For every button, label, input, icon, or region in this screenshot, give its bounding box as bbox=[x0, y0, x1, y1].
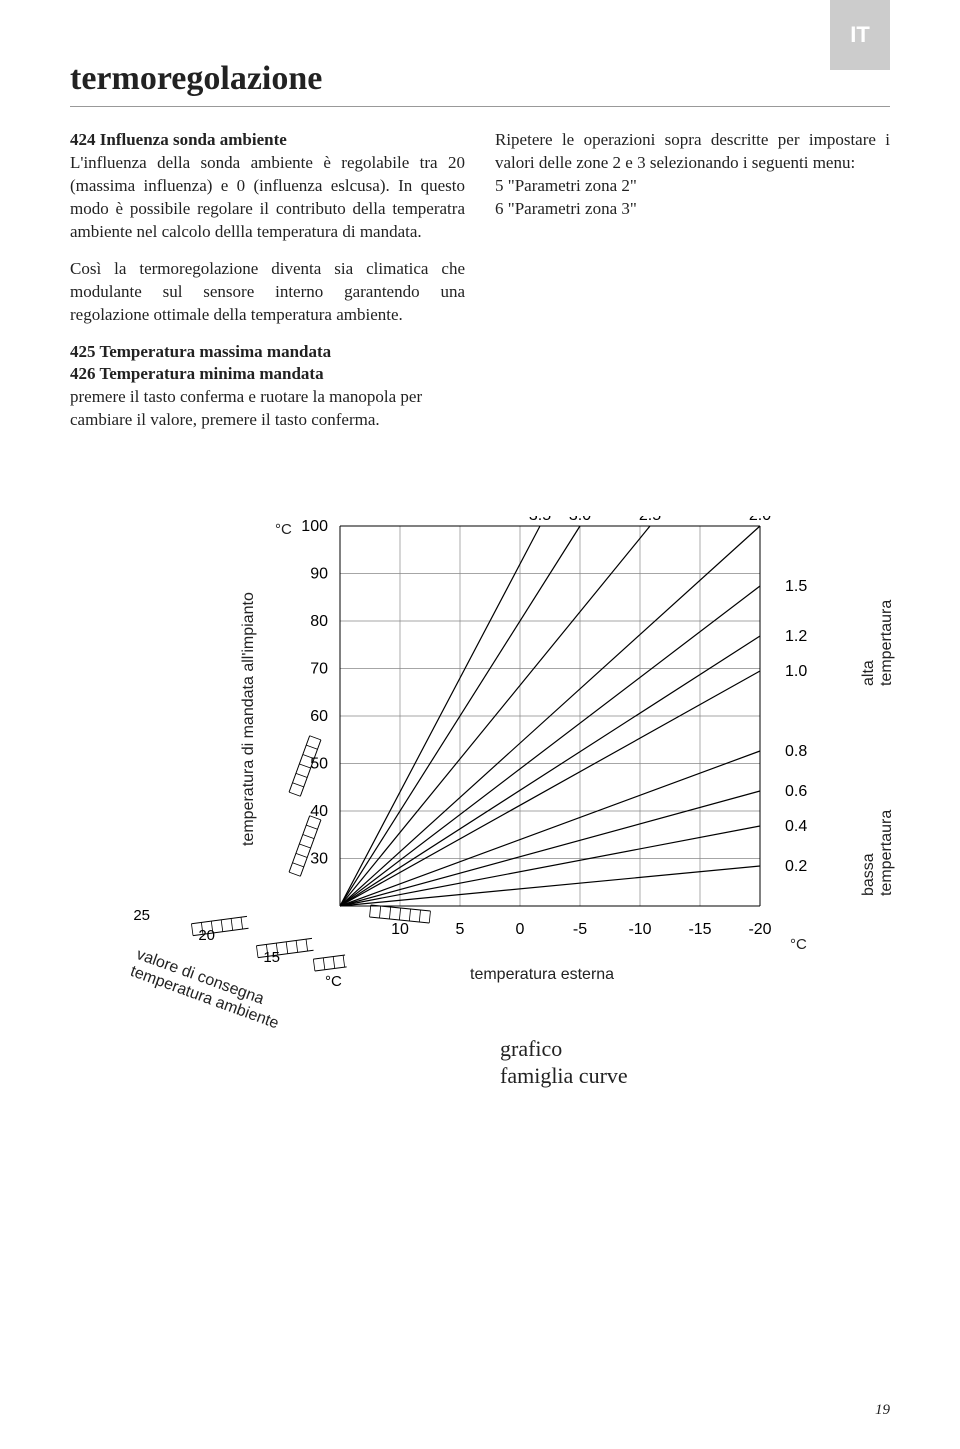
y-axis-label-right-top: alta tempertaura bbox=[860, 600, 896, 686]
svg-text:-20: -20 bbox=[748, 921, 771, 938]
y-axis-label-right-bottom: bassa tempertaura bbox=[860, 810, 896, 896]
x-axis-label: temperatura esterna bbox=[470, 966, 614, 984]
text-425-426: premere il tasto conferma e ruotare la m… bbox=[70, 387, 422, 429]
svg-text:0.4: 0.4 bbox=[785, 818, 807, 835]
curve-family-chart: 100908070605040301050-5-10-15-203.53.02.… bbox=[70, 516, 890, 1116]
right-column: Ripetere le operazioni sopra descritte p… bbox=[495, 129, 890, 446]
svg-text:-5: -5 bbox=[573, 921, 587, 938]
svg-text:°C: °C bbox=[325, 973, 342, 990]
svg-text:-15: -15 bbox=[688, 921, 711, 938]
heading-425: 425 Temperatura massima mandata bbox=[70, 341, 465, 364]
paragraph-425-426: 425 Temperatura massima mandata 426 Temp… bbox=[70, 341, 465, 433]
right-paragraph: Ripetere le operazioni sopra descritte p… bbox=[495, 129, 890, 221]
svg-text:5: 5 bbox=[456, 921, 465, 938]
svg-text:1.0: 1.0 bbox=[785, 663, 807, 680]
x-unit-label: °C bbox=[790, 936, 807, 953]
svg-text:30: 30 bbox=[310, 851, 328, 868]
svg-text:70: 70 bbox=[310, 661, 328, 678]
text-columns: 424 Influenza sonda ambiente L'influenza… bbox=[70, 129, 890, 446]
svg-text:15: 15 bbox=[263, 949, 280, 966]
caption-line2: famiglia curve bbox=[500, 1063, 628, 1088]
svg-text:2.5: 2.5 bbox=[639, 516, 661, 524]
paragraph-424: 424 Influenza sonda ambiente L'influenza… bbox=[70, 129, 465, 244]
heading-424: 424 Influenza sonda ambiente bbox=[70, 129, 465, 152]
svg-text:20: 20 bbox=[198, 927, 215, 944]
language-tab: IT bbox=[830, 0, 890, 70]
svg-text:0.6: 0.6 bbox=[785, 783, 807, 800]
svg-text:0.2: 0.2 bbox=[785, 858, 807, 875]
svg-text:90: 90 bbox=[310, 566, 328, 583]
svg-text:1.2: 1.2 bbox=[785, 628, 807, 645]
right-text: Ripetere le operazioni sopra descritte p… bbox=[495, 130, 890, 172]
svg-text:40: 40 bbox=[310, 803, 328, 820]
svg-text:80: 80 bbox=[310, 613, 328, 630]
left-column: 424 Influenza sonda ambiente L'influenza… bbox=[70, 129, 465, 446]
svg-text:60: 60 bbox=[310, 708, 328, 725]
y-unit-label: °C bbox=[275, 521, 292, 538]
menu-item-6: 6 "Parametri zona 3" bbox=[495, 199, 637, 218]
menu-item-5: 5 "Parametri zona 2" bbox=[495, 176, 637, 195]
svg-text:10: 10 bbox=[391, 921, 409, 938]
page-number: 19 bbox=[875, 1402, 890, 1419]
chart-caption: grafico famiglia curve bbox=[500, 1036, 628, 1089]
svg-text:0: 0 bbox=[516, 921, 525, 938]
svg-text:3.5: 3.5 bbox=[529, 516, 551, 524]
svg-text:25: 25 bbox=[133, 907, 150, 924]
page-title: termoregolazione bbox=[70, 60, 890, 98]
text-424a: L'influenza della sonda ambiente è regol… bbox=[70, 153, 465, 241]
title-rule bbox=[70, 106, 890, 107]
svg-text:100: 100 bbox=[301, 518, 328, 535]
svg-text:3.0: 3.0 bbox=[569, 516, 591, 524]
svg-text:2.0: 2.0 bbox=[749, 516, 771, 524]
caption-line1: grafico bbox=[500, 1036, 562, 1061]
y-axis-label-left: temperatura di mandata all'impianto bbox=[240, 592, 258, 846]
text-424b: Così la termoregolazione diventa sia cli… bbox=[70, 258, 465, 327]
heading-426: 426 Temperatura minima mandata bbox=[70, 363, 465, 386]
svg-text:0.8: 0.8 bbox=[785, 743, 807, 760]
svg-text:1.5: 1.5 bbox=[785, 578, 807, 595]
svg-text:-10: -10 bbox=[628, 921, 651, 938]
